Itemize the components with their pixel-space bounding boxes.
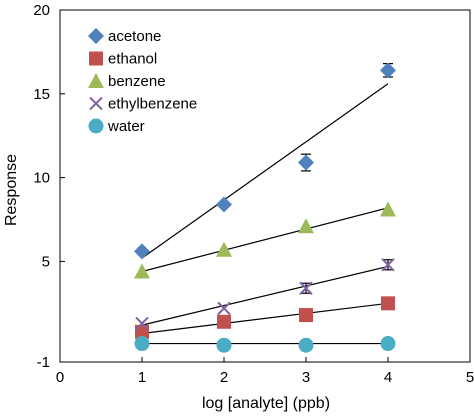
x-tick-label: 3 (302, 369, 310, 386)
point-ethanol (299, 308, 313, 323)
point-water (380, 336, 396, 352)
point-benzene (134, 263, 150, 279)
y-tick-label: -1 (37, 354, 50, 371)
fit-lines (141, 83, 389, 345)
point-acetone (134, 243, 150, 260)
fit-line-acetone (141, 83, 389, 259)
legend-marker-water (88, 118, 104, 134)
fit-line-ethylbenzene (141, 265, 389, 326)
point-ethylbenzene (217, 301, 231, 316)
legend-label-water: water (107, 118, 145, 135)
x-mark-stroke (217, 301, 231, 316)
data-points (134, 62, 396, 353)
point-acetone (216, 196, 232, 213)
y-tick-label: 5 (42, 253, 50, 270)
x-mark-stroke (381, 258, 395, 272)
x-tick-label: 2 (220, 369, 228, 386)
point-benzene (380, 201, 396, 217)
fit-line-ethanol (141, 302, 389, 335)
legend-marker-acetone (88, 28, 104, 44)
legend-marker-ethylbenzene (89, 96, 103, 111)
fit-line-benzene (141, 207, 389, 273)
x-tick-label: 5 (466, 369, 474, 386)
y-tick-label: 15 (33, 86, 50, 103)
y-tick-label: 10 (33, 170, 50, 187)
plot-frame (59, 9, 471, 363)
point-acetone (298, 154, 314, 171)
point-benzene (216, 241, 232, 257)
point-water (134, 336, 150, 352)
point-water (298, 337, 314, 353)
point-ethanol (217, 314, 231, 329)
x-mark-stroke (299, 281, 313, 295)
point-ethylbenzene (381, 258, 395, 272)
legend-marker-benzene (88, 73, 104, 88)
point-ethylbenzene (135, 316, 149, 331)
y-axis-label: Response (3, 154, 20, 226)
legend: acetone ethanol benzene ethylbenzene water (88, 28, 197, 135)
x-tick-label: 1 (138, 369, 146, 386)
point-ethylbenzene (299, 281, 313, 295)
point-ethanol (381, 296, 395, 311)
x-mark-stroke (89, 96, 103, 111)
point-water (216, 337, 232, 353)
x-axis-label: log [analyte] (ppb) (202, 395, 330, 412)
axes: 0 1 2 3 4 5 20 15 10 5 -1 (33, 2, 474, 386)
point-acetone (380, 62, 396, 79)
x-tick-label: 4 (384, 369, 392, 386)
x-mark-stroke (135, 316, 149, 331)
legend-marker-ethanol (89, 51, 103, 66)
y-tick-label: 20 (33, 2, 50, 19)
legend-label-acetone: acetone (108, 28, 161, 45)
legend-label-ethanol: ethanol (108, 51, 157, 68)
legend-label-ethylbenzene: ethylbenzene (108, 96, 197, 113)
point-benzene (298, 218, 314, 234)
legend-label-benzene: benzene (108, 73, 166, 90)
x-tick-label: 0 (56, 369, 64, 386)
